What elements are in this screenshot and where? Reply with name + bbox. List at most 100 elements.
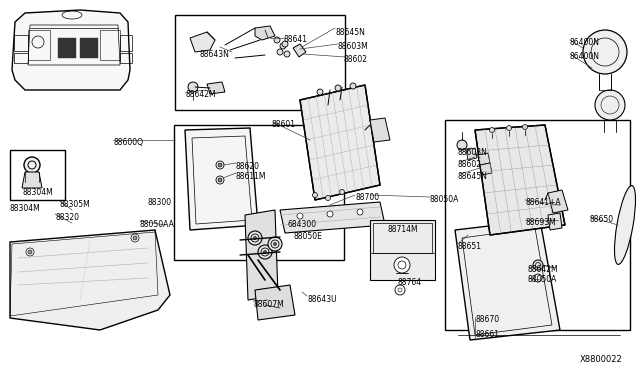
Text: 88607M: 88607M [253, 300, 284, 309]
Polygon shape [548, 213, 562, 230]
Text: 684300: 684300 [287, 220, 316, 229]
Bar [445, 120, 630, 330]
Circle shape [595, 90, 625, 120]
Ellipse shape [614, 186, 636, 264]
Text: 88641+A: 88641+A [525, 198, 561, 207]
Circle shape [253, 237, 257, 240]
Polygon shape [475, 125, 565, 235]
Text: 88645N: 88645N [458, 172, 488, 181]
Polygon shape [455, 220, 560, 340]
Circle shape [268, 237, 282, 251]
Polygon shape [255, 26, 275, 40]
Circle shape [133, 236, 137, 240]
Circle shape [216, 176, 224, 184]
Circle shape [394, 257, 410, 273]
Circle shape [280, 43, 286, 49]
Circle shape [188, 82, 198, 92]
Circle shape [273, 243, 276, 246]
Bar [14, 35, 28, 51]
Text: 88643U: 88643U [307, 295, 337, 304]
Bar [175, 15, 345, 110]
Bar [58, 38, 76, 58]
Polygon shape [480, 163, 492, 175]
Text: 88304M: 88304M [10, 204, 41, 213]
Circle shape [248, 231, 262, 245]
Text: 88651: 88651 [458, 242, 482, 251]
Circle shape [282, 41, 288, 47]
Text: 88300: 88300 [148, 198, 172, 207]
Polygon shape [478, 153, 490, 165]
Text: 88050E: 88050E [293, 232, 322, 241]
Circle shape [218, 163, 222, 167]
Bar [14, 53, 28, 63]
Circle shape [24, 157, 40, 173]
Text: 88650: 88650 [590, 215, 614, 224]
Bar [10, 150, 65, 200]
Text: 88645N: 88645N [335, 28, 365, 37]
Circle shape [312, 192, 317, 198]
Bar [120, 53, 132, 63]
Text: 88304M: 88304M [22, 188, 53, 197]
Circle shape [522, 125, 527, 129]
Circle shape [264, 250, 266, 253]
Polygon shape [207, 82, 225, 94]
Polygon shape [548, 190, 568, 213]
Circle shape [490, 128, 495, 132]
Bar [370, 220, 435, 280]
Bar [373, 223, 432, 253]
Circle shape [534, 274, 542, 282]
Text: 88620: 88620 [236, 162, 260, 171]
Text: X8800022: X8800022 [580, 355, 623, 364]
Circle shape [357, 209, 363, 215]
Text: 88305M: 88305M [60, 200, 91, 209]
Bar [120, 35, 132, 51]
Polygon shape [10, 230, 170, 330]
Circle shape [28, 250, 32, 254]
Circle shape [258, 245, 272, 259]
Text: 88642M: 88642M [185, 90, 216, 99]
Circle shape [317, 89, 323, 95]
Text: 88700: 88700 [355, 193, 379, 202]
Text: 88693M: 88693M [525, 218, 556, 227]
Text: 88603N: 88603N [458, 148, 488, 157]
Circle shape [335, 85, 341, 91]
Circle shape [457, 140, 467, 150]
Text: 88601: 88601 [272, 120, 296, 129]
Circle shape [284, 51, 290, 57]
Polygon shape [466, 148, 477, 160]
Circle shape [350, 83, 356, 89]
Text: 88320: 88320 [55, 213, 79, 222]
Text: 88602: 88602 [458, 160, 482, 169]
Circle shape [395, 285, 405, 295]
Circle shape [274, 37, 280, 43]
Text: 88050A: 88050A [528, 275, 557, 284]
Circle shape [583, 30, 627, 74]
Text: 88603M: 88603M [338, 42, 369, 51]
Circle shape [131, 234, 139, 242]
Text: 88050AA: 88050AA [140, 220, 175, 229]
Bar [80, 38, 98, 58]
Circle shape [216, 161, 224, 169]
Polygon shape [245, 210, 278, 300]
Polygon shape [190, 32, 215, 52]
Text: 88670: 88670 [475, 315, 499, 324]
Text: 88661: 88661 [475, 330, 499, 339]
Polygon shape [280, 202, 385, 233]
Polygon shape [255, 285, 295, 320]
Circle shape [506, 125, 511, 131]
Text: 88611M: 88611M [236, 172, 266, 181]
Polygon shape [185, 128, 258, 230]
Text: 86400N: 86400N [570, 52, 600, 61]
Circle shape [277, 49, 283, 55]
Text: 88714M: 88714M [388, 225, 419, 234]
Circle shape [339, 189, 344, 195]
Bar [174, 125, 344, 260]
Polygon shape [300, 85, 380, 200]
Text: 88642M: 88642M [528, 265, 559, 274]
Polygon shape [293, 44, 306, 57]
Text: 88602: 88602 [343, 55, 367, 64]
Text: 88600Q: 88600Q [113, 138, 143, 147]
Circle shape [26, 248, 34, 256]
Polygon shape [22, 172, 42, 188]
Circle shape [533, 260, 543, 270]
